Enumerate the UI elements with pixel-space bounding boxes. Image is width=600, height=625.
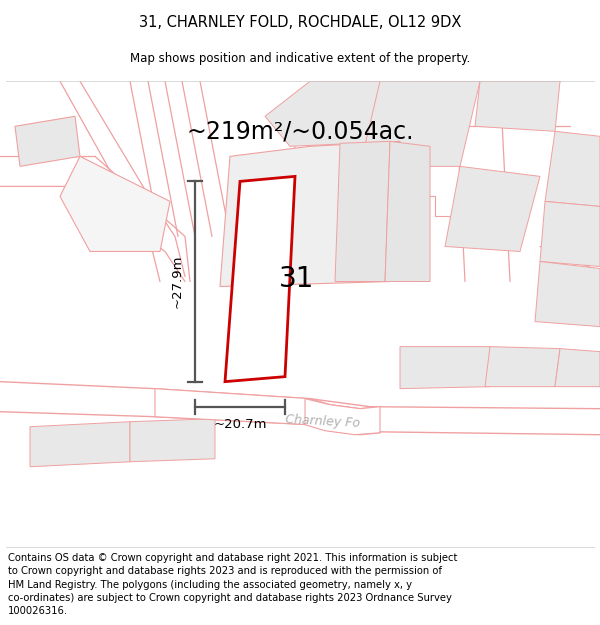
Polygon shape (60, 156, 170, 251)
Text: ~219m²/~0.054ac.: ~219m²/~0.054ac. (186, 119, 414, 143)
Polygon shape (155, 389, 310, 425)
Polygon shape (545, 131, 600, 206)
Polygon shape (335, 141, 390, 281)
Polygon shape (130, 419, 215, 462)
Text: Charnley Fo: Charnley Fo (285, 413, 361, 430)
Polygon shape (30, 422, 130, 467)
Text: ~27.9m: ~27.9m (170, 255, 184, 308)
Polygon shape (400, 347, 490, 389)
Polygon shape (360, 81, 480, 166)
Polygon shape (225, 176, 295, 382)
Text: 31: 31 (278, 265, 314, 293)
Polygon shape (485, 347, 560, 387)
Polygon shape (540, 201, 600, 266)
Polygon shape (15, 116, 80, 166)
Text: 31, CHARNLEY FOLD, ROCHDALE, OL12 9DX: 31, CHARNLEY FOLD, ROCHDALE, OL12 9DX (139, 15, 461, 30)
Polygon shape (385, 141, 430, 281)
Polygon shape (265, 81, 430, 146)
Polygon shape (220, 141, 400, 286)
Polygon shape (305, 399, 380, 435)
Polygon shape (535, 261, 600, 327)
Polygon shape (475, 81, 560, 131)
Polygon shape (555, 349, 600, 387)
Text: Map shows position and indicative extent of the property.: Map shows position and indicative extent… (130, 52, 470, 65)
Polygon shape (445, 166, 540, 251)
Text: Contains OS data © Crown copyright and database right 2021. This information is : Contains OS data © Crown copyright and d… (8, 553, 457, 616)
Text: ~20.7m: ~20.7m (213, 418, 267, 431)
